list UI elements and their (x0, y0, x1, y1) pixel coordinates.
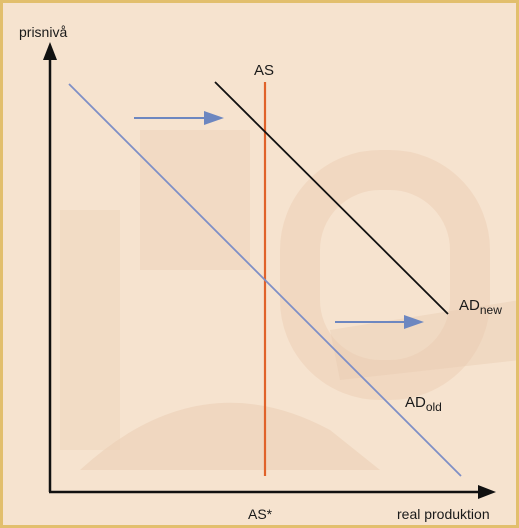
as-curve-label: AS (254, 62, 275, 79)
ad-old-label-sub: old (425, 400, 442, 414)
x-axis-label: real produktion (397, 506, 490, 522)
ad-old-curve-label: ADold (405, 395, 442, 413)
ad-new-label-sub: new (479, 303, 502, 317)
ad-old-curve (68, 83, 462, 477)
ad-new-curve (214, 81, 449, 315)
y-axis-arrowhead (43, 42, 57, 60)
y-axis-label: prisnivå (19, 24, 68, 40)
shift-arrow-bottom-head (404, 315, 424, 329)
ad-new-label-base: AD (459, 297, 480, 314)
ad-old-label-base: AD (405, 394, 426, 411)
shift-arrow-top-head (204, 111, 224, 125)
x-axis-arrowhead (478, 485, 496, 499)
ad-new-curve-label: ADnew (459, 298, 502, 316)
as-star-label: AS* (248, 506, 273, 522)
